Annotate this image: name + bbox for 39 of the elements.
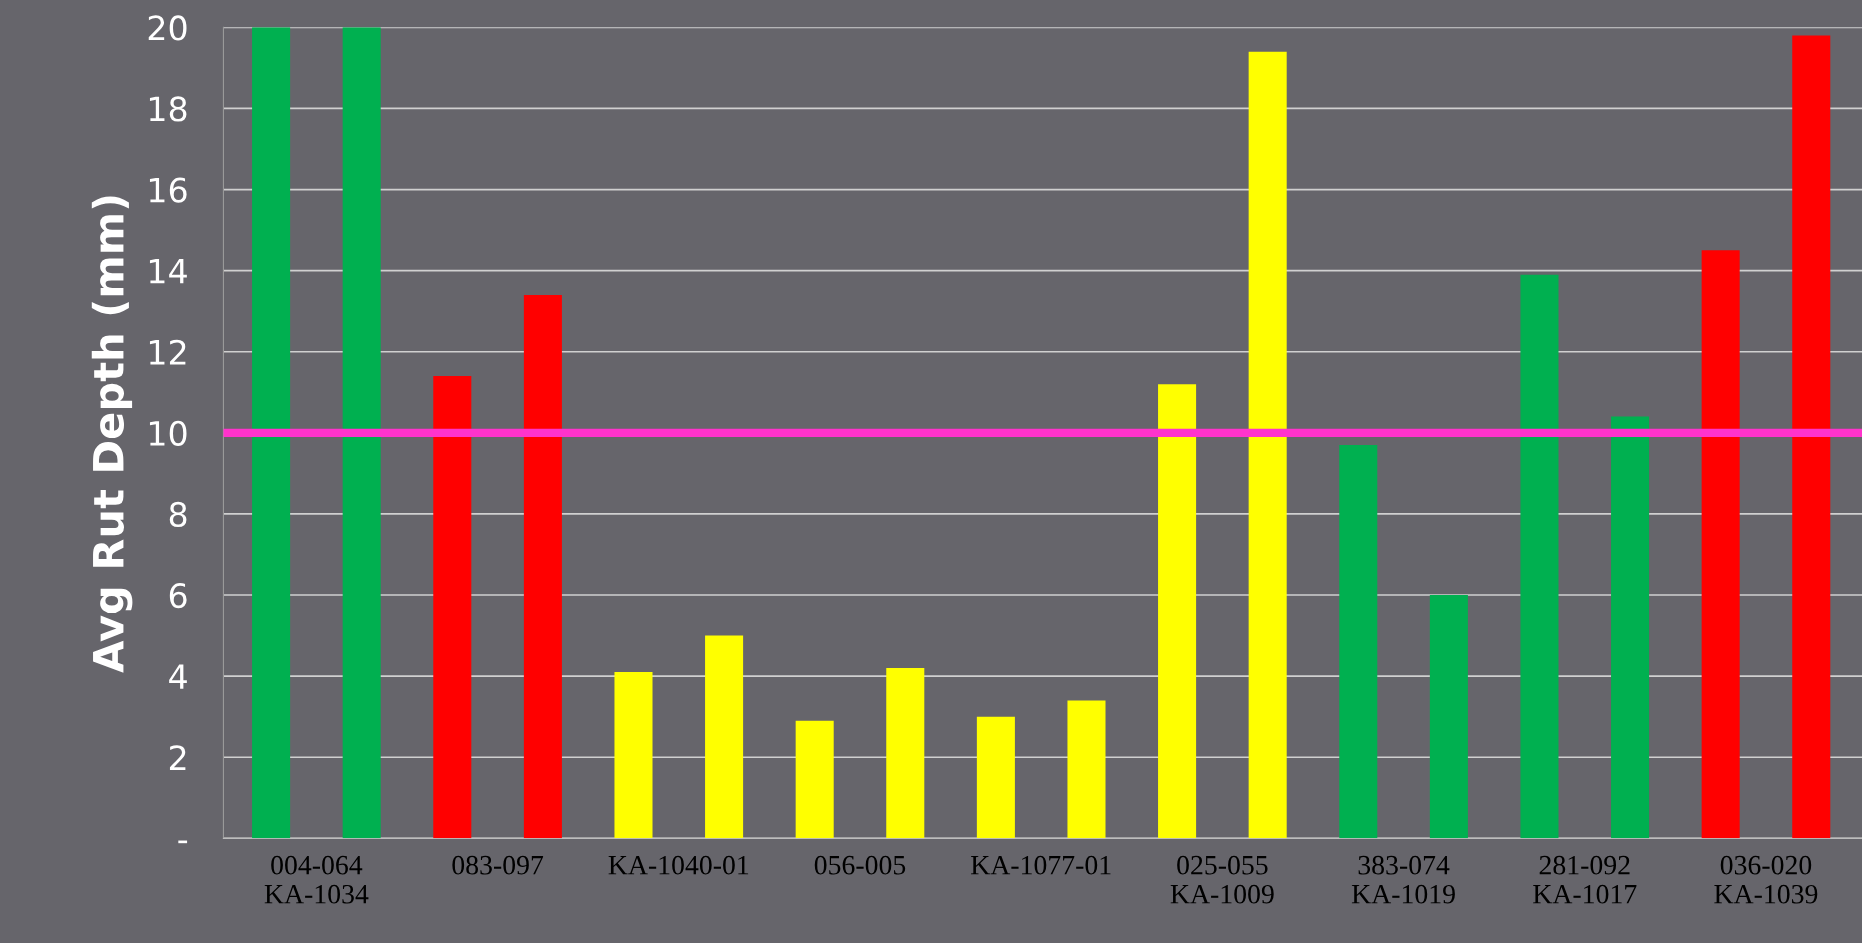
bar — [1158, 384, 1197, 839]
bar — [342, 27, 381, 839]
x-tick-label: 383-074 KA-1019 — [1351, 855, 1455, 904]
x-tick-label: 083-097 — [452, 855, 544, 875]
bar — [705, 635, 744, 839]
bar — [1429, 595, 1468, 839]
x-tick-label: 056-005 — [814, 855, 906, 875]
x-tick-label: 036-020 KA-1039 — [1714, 855, 1818, 904]
bar — [1067, 700, 1106, 839]
bar — [1248, 51, 1287, 839]
bar — [1520, 274, 1559, 839]
bar — [1611, 416, 1650, 839]
bar — [976, 716, 1015, 839]
x-tick-label: 281-092 KA-1017 — [1533, 855, 1637, 904]
y-tick-label: 2 — [169, 745, 186, 770]
bar — [614, 672, 653, 839]
bar — [1701, 250, 1740, 839]
y-tick-label: 18 — [149, 96, 187, 122]
bar — [433, 376, 472, 839]
y-tick-label: 4 — [169, 664, 187, 689]
y-tick-label: - — [178, 840, 188, 844]
x-tick-label: KA-1040-01 — [608, 855, 749, 875]
y-tick-label: 16 — [149, 177, 187, 203]
y-tick-label: 14 — [149, 259, 187, 284]
x-tick-label: 004-064 KA-1034 — [264, 855, 369, 904]
y-tick-label: 6 — [169, 582, 187, 609]
x-tick-label: KA-1077-01 — [971, 855, 1111, 875]
bar — [252, 27, 291, 839]
y-axis-title: Avg Rut Depth (mm) — [91, 196, 133, 673]
bar — [795, 720, 834, 839]
y-tick-label: 10 — [149, 420, 187, 446]
y-tick-label: 20 — [148, 15, 187, 41]
y-tick-label: 8 — [169, 501, 187, 528]
x-tick-label: 025-055 KA-1009 — [1170, 855, 1274, 904]
bar — [523, 294, 562, 839]
y-tick-label: 12 — [149, 339, 186, 365]
bar — [1339, 445, 1378, 839]
bar — [1792, 35, 1831, 839]
bar — [886, 668, 925, 839]
